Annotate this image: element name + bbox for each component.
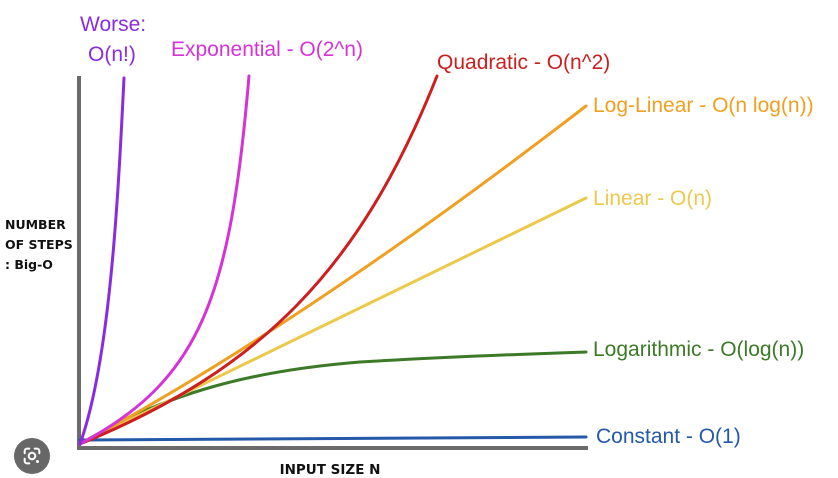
series-label-loglinear: Log-Linear - O(n log(n))	[593, 94, 814, 117]
series-label-exponential: Exponential - O(2^n)	[171, 38, 363, 61]
series-line-constant	[78, 435, 588, 442]
series-label-factorial-line-2: O(n!)	[88, 43, 136, 66]
y-axis-label-line-2: OF STEPS	[5, 237, 73, 252]
y-axis-label: NUMBER OF STEPS : Big-O	[5, 217, 77, 272]
series-label-logarithmic-line-1: Logarithmic - O(log(n))	[593, 338, 804, 361]
series-label-constant-line-1: Constant - O(1)	[596, 425, 741, 448]
series-label-factorial: Worse: O(n!)	[80, 13, 152, 66]
x-axis-label: INPUT SIZE N	[280, 462, 381, 478]
series-label-exponential-line-1: Exponential - O(2^n)	[171, 38, 363, 61]
google-lens-button[interactable]	[14, 438, 50, 474]
y-axis-label-line-1: NUMBER	[5, 217, 66, 232]
series-label-factorial-line-1: Worse:	[80, 13, 146, 36]
series-label-quadratic-line-1: Quadratic - O(n^2)	[437, 51, 610, 74]
series-label-constant: Constant - O(1)	[596, 425, 741, 448]
y-axis-label-line-3: : Big-O	[5, 257, 53, 272]
series-line-factorial	[78, 76, 126, 446]
series-line-exponential	[78, 74, 251, 446]
series-label-linear: Linear - O(n)	[593, 187, 712, 210]
series-label-logarithmic: Logarithmic - O(log(n))	[593, 338, 804, 361]
google-lens-icon	[23, 447, 41, 465]
series-line-quadratic	[78, 74, 439, 446]
series-label-quadratic: Quadratic - O(n^2)	[437, 51, 610, 74]
series-line-loglinear	[78, 104, 588, 446]
series-line-logarithmic	[78, 350, 588, 446]
series-label-loglinear-line-1: Log-Linear - O(n log(n))	[593, 94, 814, 117]
series-label-linear-line-1: Linear - O(n)	[593, 187, 712, 210]
